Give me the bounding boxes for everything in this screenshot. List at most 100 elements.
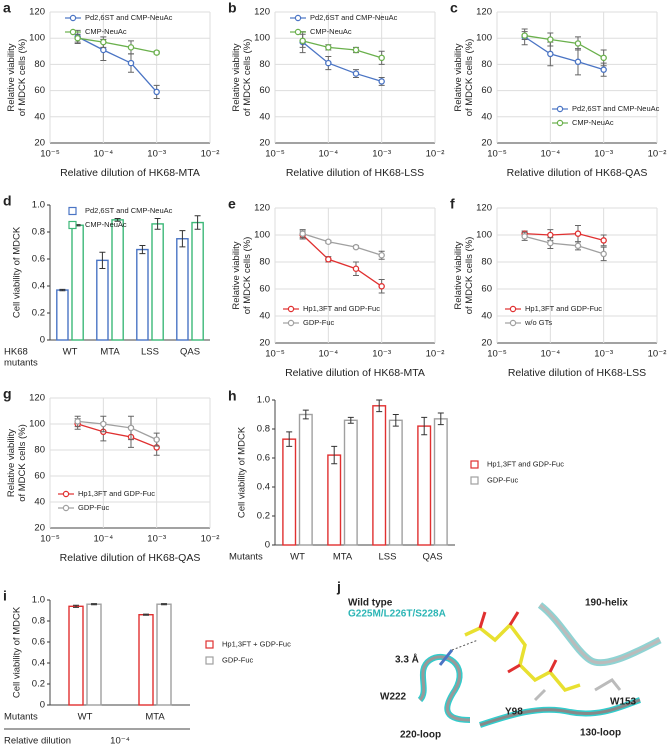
y-tick-label: 0.4 bbox=[32, 658, 45, 669]
bar bbox=[151, 223, 164, 341]
w222-side-chain bbox=[438, 649, 454, 666]
y-tick-label: 100 bbox=[476, 230, 492, 241]
point bbox=[547, 36, 554, 43]
error-bar bbox=[91, 603, 97, 606]
x-tick-label: 10⁻² bbox=[201, 534, 220, 545]
legend-swatch bbox=[205, 656, 214, 665]
y-tick-label: 80 bbox=[259, 257, 270, 268]
x-tick-label: WT bbox=[78, 712, 93, 723]
x-tick-label: LSS bbox=[379, 552, 397, 563]
legend-marker bbox=[509, 319, 517, 327]
x-tick-label: 10⁻² bbox=[648, 149, 667, 160]
legend-label: Pd2,6ST and CMP-NeuAc bbox=[85, 206, 173, 215]
error-bar bbox=[114, 218, 121, 222]
y-tick-label: 60 bbox=[259, 284, 270, 295]
x-tick-label: 10⁻² bbox=[426, 149, 445, 160]
x-tick-label: 10⁻³ bbox=[372, 149, 391, 160]
point bbox=[100, 46, 107, 54]
structure-label: Y98 bbox=[505, 707, 523, 718]
error-bar bbox=[421, 416, 428, 436]
y-tick-label: 120 bbox=[476, 203, 492, 214]
y-axis-label: Cell viability of MDCK bbox=[12, 606, 23, 698]
legend-swatch bbox=[470, 476, 479, 485]
y-tick-label: 1.0 bbox=[32, 200, 45, 211]
panel-letter: d bbox=[3, 193, 12, 209]
bar bbox=[156, 603, 172, 706]
y-axis-label: Relative viability bbox=[453, 241, 464, 309]
x-tick-label: 10⁻⁴ bbox=[93, 534, 113, 545]
y-tick-label: 60 bbox=[481, 284, 492, 295]
y-tick-label: 100 bbox=[476, 33, 492, 44]
y-tick-label: 80 bbox=[34, 445, 45, 456]
annotation: 10⁻⁴ bbox=[110, 736, 130, 746]
x-tick-label: WT bbox=[290, 552, 305, 563]
y-axis-label: Relative viability bbox=[231, 241, 242, 309]
error-bar bbox=[437, 412, 444, 426]
y-tick-label: 120 bbox=[29, 7, 45, 18]
series-line bbox=[77, 420, 157, 441]
y-tick-label: 20 bbox=[259, 338, 270, 349]
x-tick-label: 10⁻³ bbox=[594, 149, 613, 160]
x-axis-label: Mutants bbox=[4, 712, 38, 723]
legend-swatch bbox=[205, 640, 214, 649]
bar bbox=[388, 419, 403, 546]
x-axis-label: Mutants bbox=[229, 552, 263, 563]
point bbox=[521, 233, 528, 240]
y-tick-label: 40 bbox=[259, 311, 270, 322]
y-axis-label: Relative viability bbox=[6, 43, 17, 111]
y-axis-label: of MDCK cells (%) bbox=[17, 39, 28, 117]
error-bar bbox=[376, 399, 383, 413]
point bbox=[325, 44, 332, 51]
y-tick-label: 20 bbox=[481, 138, 492, 149]
y-tick-label: 20 bbox=[259, 138, 270, 149]
legend-label: Hp1,3FT and GDP-Fuc bbox=[303, 304, 380, 313]
loop-220-wt bbox=[418, 655, 471, 722]
legend-label: Pd2,6ST and CMP-NeuAc bbox=[572, 104, 660, 113]
series-line bbox=[302, 234, 383, 287]
x-tick-label: QAS bbox=[180, 347, 200, 358]
x-tick-label: 10⁻² bbox=[201, 149, 220, 160]
point bbox=[547, 239, 554, 247]
legend-label: Pd2,6ST and CMP-NeuAc bbox=[85, 13, 173, 22]
legend-label: Pd2,6ST and CMP-NeuAc bbox=[310, 13, 398, 22]
bar bbox=[176, 238, 189, 341]
legend-swatch bbox=[470, 460, 479, 469]
x-tick-label: QAS bbox=[422, 552, 442, 563]
point bbox=[153, 88, 160, 96]
legend-label: GDP-Fuc bbox=[487, 475, 519, 484]
y-tick-label: 0 bbox=[265, 540, 270, 551]
y-tick-label: 100 bbox=[29, 33, 45, 44]
structure-label: W222 bbox=[380, 692, 407, 703]
point bbox=[547, 231, 554, 239]
structure-panel bbox=[335, 592, 665, 742]
y-axis-label: Cell viability of MDCK bbox=[12, 226, 23, 318]
legend-marker bbox=[509, 305, 517, 313]
x-tick-label: 10⁻² bbox=[426, 349, 445, 360]
point bbox=[153, 436, 160, 443]
bar bbox=[111, 219, 124, 341]
structure-label: 130-loop bbox=[580, 728, 621, 739]
legend-label: Hp1,3FT and GDP-Fuc bbox=[78, 489, 155, 498]
panel-letter: h bbox=[228, 388, 237, 404]
y-tick-label: 60 bbox=[34, 471, 45, 482]
x-tick-label: 10⁻⁴ bbox=[540, 349, 560, 360]
y-axis-label: of MDCK cells (%) bbox=[242, 39, 253, 117]
bar bbox=[372, 405, 387, 546]
series-line bbox=[302, 40, 382, 59]
y-tick-label: 100 bbox=[254, 33, 270, 44]
y98-side-chain bbox=[533, 688, 547, 702]
legend-label: CMP-NeuAc bbox=[572, 118, 614, 127]
point bbox=[600, 66, 607, 73]
error-bar bbox=[99, 251, 106, 269]
bar bbox=[136, 248, 149, 341]
x-axis-label: Relative dilution of HK68-MTA bbox=[285, 367, 425, 379]
legend-swatch bbox=[68, 206, 77, 216]
legend-swatch bbox=[68, 220, 77, 230]
y-tick-label: 100 bbox=[29, 419, 45, 430]
x-axis-label: HK68 bbox=[4, 347, 28, 358]
ligand-oxygens bbox=[478, 611, 558, 674]
helix-ribbon-wt bbox=[539, 603, 661, 665]
panel-letter: a bbox=[3, 0, 11, 16]
y-axis-label: of MDCK cells (%) bbox=[464, 237, 475, 315]
